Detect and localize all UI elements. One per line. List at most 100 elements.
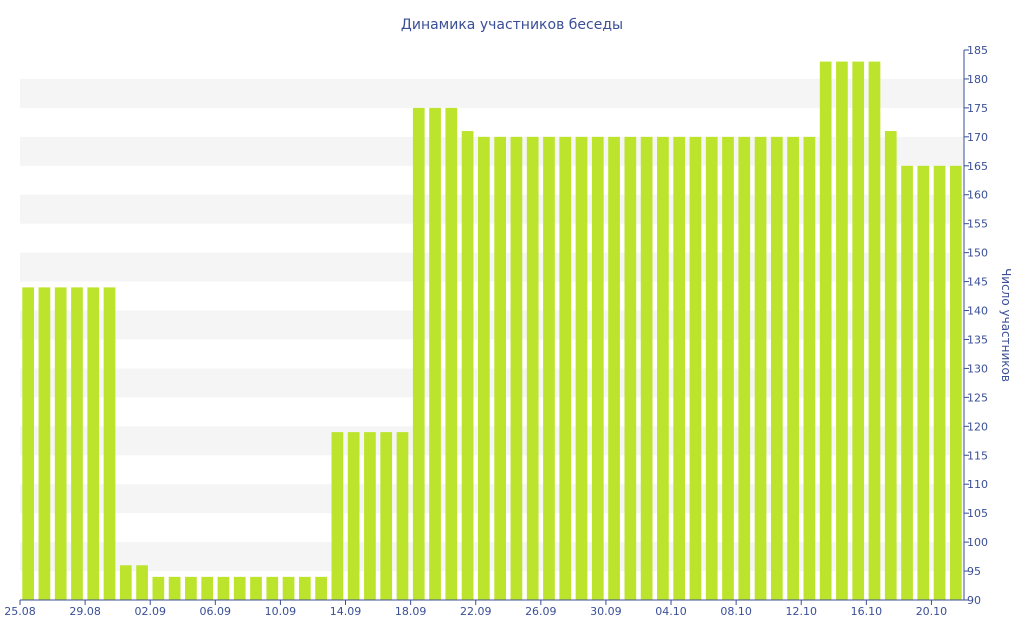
x-tick-label: 06.09 (200, 605, 232, 618)
bar (412, 107, 425, 600)
bar (22, 287, 34, 600)
y-tick-label: 160 (967, 189, 988, 202)
bar (71, 287, 83, 600)
x-tick-label: 26.09 (525, 605, 557, 618)
y-tick-label: 135 (967, 333, 988, 346)
bar (282, 576, 295, 600)
bar (201, 576, 214, 600)
bar (657, 136, 669, 600)
y-tick-label: 130 (967, 362, 988, 375)
bar (347, 432, 360, 600)
bar (331, 432, 344, 600)
bar (478, 136, 490, 600)
chart-title: Динамика участников беседы (401, 17, 623, 33)
y-tick-label: 180 (967, 73, 988, 86)
bar (233, 576, 246, 600)
bar (429, 107, 441, 600)
y-tick-label: 140 (967, 305, 988, 318)
x-tick-label: 08.10 (720, 605, 752, 618)
bar (298, 576, 311, 600)
bar (950, 165, 962, 600)
x-tick-label: 10.09 (265, 605, 297, 618)
y-tick-label: 150 (967, 247, 988, 260)
x-tick-label: 16.10 (851, 605, 883, 618)
y-tick-label: 100 (967, 536, 988, 549)
bar (510, 136, 523, 600)
y-tick-label: 125 (967, 391, 988, 404)
bar (168, 576, 181, 600)
bar (787, 136, 799, 600)
bar (119, 565, 132, 600)
x-tick-label: 18.09 (395, 605, 427, 618)
bar (380, 432, 393, 600)
y-tick-label: 90 (967, 594, 981, 607)
bar (315, 576, 327, 600)
y-tick-label: 145 (967, 276, 988, 289)
bar (673, 136, 686, 600)
bar (738, 136, 751, 600)
bar (575, 136, 588, 600)
bar (526, 136, 539, 600)
x-axis-ticks: 25.08 29.08 02.09 06.09 10.09 14.09 18.09 22.09… (4, 600, 947, 618)
y-axis-label: Число участников (999, 268, 1013, 382)
y-tick-label: 110 (967, 478, 988, 491)
bar (933, 165, 946, 600)
bar (608, 136, 620, 600)
y-tick-label: 115 (967, 449, 988, 462)
bar (689, 136, 702, 600)
y-tick-label: 185 (967, 44, 988, 57)
y-axis-ticks: 90 95 100 105 110 115 120 125 130 135 140 145 150 155… (964, 44, 988, 607)
bar (445, 107, 458, 600)
bar (543, 136, 555, 600)
x-tick-label: 29.08 (69, 605, 101, 618)
x-tick-label: 04.10 (655, 605, 687, 618)
bar (396, 432, 409, 600)
bar-series (22, 61, 962, 601)
bar (217, 576, 230, 600)
y-tick-label: 175 (967, 102, 988, 115)
bar (494, 136, 506, 600)
bar (364, 432, 376, 600)
bar (266, 576, 279, 600)
bar (917, 165, 930, 600)
y-tick-label: 170 (967, 131, 988, 144)
bar (819, 61, 832, 600)
bar (461, 131, 474, 601)
x-tick-label: 12.10 (785, 605, 817, 618)
bar (901, 165, 913, 600)
bar (803, 136, 816, 600)
bar (185, 576, 197, 600)
bar (624, 136, 637, 600)
bar (54, 287, 67, 600)
bar (722, 136, 734, 600)
bar (591, 136, 604, 600)
x-tick-label: 30.09 (590, 605, 622, 618)
bar (770, 136, 783, 600)
grid-band (20, 78, 964, 108)
y-tick-label: 105 (967, 507, 988, 520)
bar (836, 61, 848, 600)
x-tick-label: 22.09 (460, 605, 492, 618)
bar (559, 136, 572, 600)
bar (87, 287, 100, 600)
bar (868, 61, 881, 600)
bar (250, 576, 262, 600)
bar (38, 287, 51, 600)
bar (640, 136, 653, 600)
y-tick-label: 165 (967, 160, 988, 173)
bar (152, 576, 165, 600)
x-tick-label: 02.09 (134, 605, 166, 618)
y-tick-label: 95 (967, 565, 981, 578)
bar (852, 61, 865, 600)
x-tick-label: 14.09 (330, 605, 362, 618)
bar (103, 287, 116, 600)
x-tick-label: 20.10 (916, 605, 948, 618)
bar (705, 136, 718, 600)
bar (136, 565, 148, 600)
bar (884, 131, 897, 601)
y-tick-label: 120 (967, 420, 988, 433)
y-tick-label: 155 (967, 218, 988, 231)
bar (754, 136, 767, 600)
x-tick-label: 25.08 (4, 605, 36, 618)
